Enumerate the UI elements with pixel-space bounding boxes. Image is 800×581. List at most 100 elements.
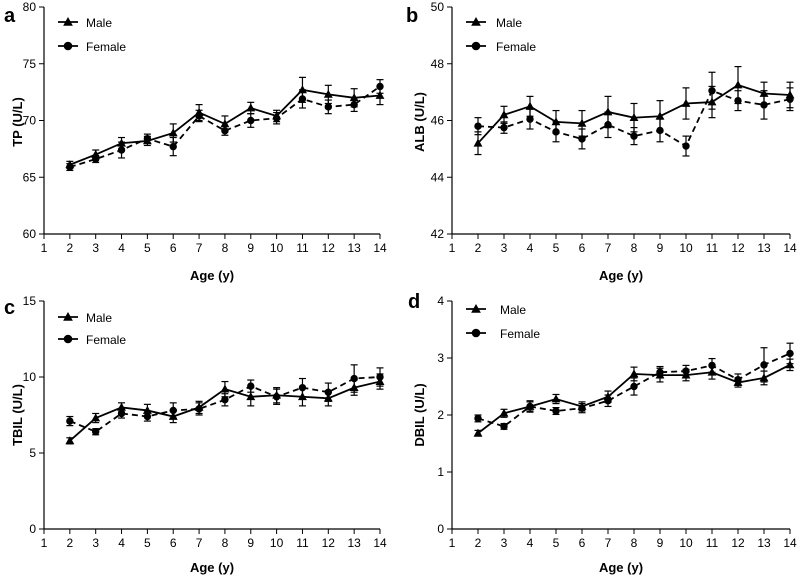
x-tick-label: 11 — [706, 241, 719, 255]
x-tick-label: 8 — [631, 241, 638, 255]
x-tick-label: 3 — [92, 536, 99, 550]
y-axis-title: TP (U/L) — [10, 97, 25, 147]
x-tick-label: 6 — [170, 241, 177, 255]
data-point-female — [247, 116, 255, 125]
data-point-female — [272, 114, 281, 122]
x-tick-label: 8 — [222, 536, 229, 550]
x-tick-label: 8 — [222, 241, 229, 255]
data-point-female — [350, 100, 358, 109]
data-point-female — [656, 126, 664, 135]
y-tick-label: 0 — [437, 522, 444, 536]
data-point-male — [246, 103, 256, 112]
y-tick-label: 65 — [23, 170, 37, 184]
data-point-female — [376, 373, 384, 381]
data-point-male — [733, 80, 743, 89]
x-tick-label: 12 — [322, 536, 336, 550]
x-tick-label: 5 — [144, 241, 151, 255]
data-point-female — [578, 135, 586, 143]
data-point-male — [525, 101, 535, 110]
data-point-male — [375, 90, 385, 99]
x-tick-label: 8 — [631, 536, 638, 550]
data-point-female — [500, 422, 508, 431]
x-tick-label: 1 — [41, 241, 48, 255]
data-point-female — [143, 412, 152, 421]
legend-label-male: Male — [500, 303, 526, 317]
data-point-female — [708, 87, 716, 95]
y-tick-label: 0 — [29, 522, 36, 536]
x-tick-label: 3 — [92, 241, 99, 255]
x-tick-label: 9 — [247, 536, 254, 550]
x-tick-label: 9 — [247, 241, 254, 255]
x-tick-label: 10 — [270, 241, 284, 255]
data-point-male — [577, 118, 587, 127]
x-tick-label: 6 — [579, 536, 586, 550]
data-point-female — [578, 404, 586, 412]
panel-letter: d — [408, 291, 420, 313]
x-tick-label: 1 — [449, 536, 456, 550]
x-tick-label: 13 — [757, 536, 771, 550]
y-tick-label: 4 — [437, 294, 444, 308]
legend-marker-male — [471, 16, 481, 26]
data-point-female — [552, 128, 560, 136]
y-tick-label: 80 — [23, 0, 37, 14]
data-point-male — [323, 89, 333, 98]
x-tick-label: 5 — [144, 536, 151, 550]
x-axis-title: Age (y) — [599, 268, 643, 283]
y-tick-label: 2 — [437, 408, 444, 422]
x-tick-label: 2 — [475, 536, 482, 550]
data-point-male — [785, 360, 795, 369]
x-tick-label: 2 — [67, 536, 74, 550]
data-point-female — [298, 383, 307, 392]
data-point-male — [246, 392, 256, 401]
x-tick-label: 4 — [527, 241, 534, 255]
data-point-female — [195, 405, 203, 413]
x-tick-label: 1 — [449, 241, 456, 255]
x-tick-label: 12 — [731, 241, 745, 255]
data-point-female — [500, 123, 508, 132]
x-tick-label: 3 — [501, 241, 508, 255]
x-tick-label: 7 — [196, 241, 203, 255]
legend-marker-female — [471, 41, 481, 51]
data-point-female — [376, 82, 384, 91]
data-point-female — [247, 382, 255, 390]
data-point-female — [117, 409, 126, 418]
data-point-female — [526, 115, 534, 123]
x-tick-label: 9 — [657, 241, 664, 255]
data-point-male — [551, 394, 561, 403]
data-point-female — [734, 375, 742, 384]
x-tick-label: 11 — [296, 241, 309, 255]
y-tick-label: 44 — [431, 170, 445, 184]
x-tick-label: 13 — [347, 241, 361, 255]
legend-label-female: Female — [86, 333, 126, 347]
legend-label-male: Male — [496, 16, 522, 30]
y-tick-label: 50 — [431, 0, 445, 14]
data-point-female — [221, 127, 229, 135]
x-tick-label: 3 — [501, 536, 508, 550]
legend-label-female: Female — [500, 327, 540, 341]
y-tick-label: 15 — [23, 294, 37, 308]
y-tick-label: 70 — [23, 114, 37, 128]
x-tick-label: 13 — [347, 536, 361, 550]
data-point-female — [169, 142, 177, 151]
data-point-female — [143, 134, 152, 143]
y-axis-title: TBIL (U/L) — [10, 384, 25, 446]
legend-label-male: Male — [86, 311, 112, 325]
data-point-male — [629, 369, 639, 378]
data-point-male — [168, 128, 178, 137]
data-point-male — [220, 384, 230, 393]
data-point-female — [526, 402, 534, 411]
data-point-male — [681, 98, 691, 107]
x-tick-label: 7 — [605, 241, 612, 255]
legend-marker-female — [63, 41, 73, 51]
y-tick-label: 46 — [431, 114, 445, 128]
x-tick-label: 12 — [731, 536, 745, 550]
data-point-female — [760, 101, 768, 109]
data-point-female — [91, 155, 100, 163]
x-tick-label: 5 — [553, 241, 560, 255]
x-tick-label: 14 — [373, 241, 387, 255]
data-point-female — [221, 396, 229, 404]
legend-marker-male — [63, 16, 73, 26]
data-point-female — [474, 122, 482, 130]
data-point-male — [65, 436, 75, 445]
